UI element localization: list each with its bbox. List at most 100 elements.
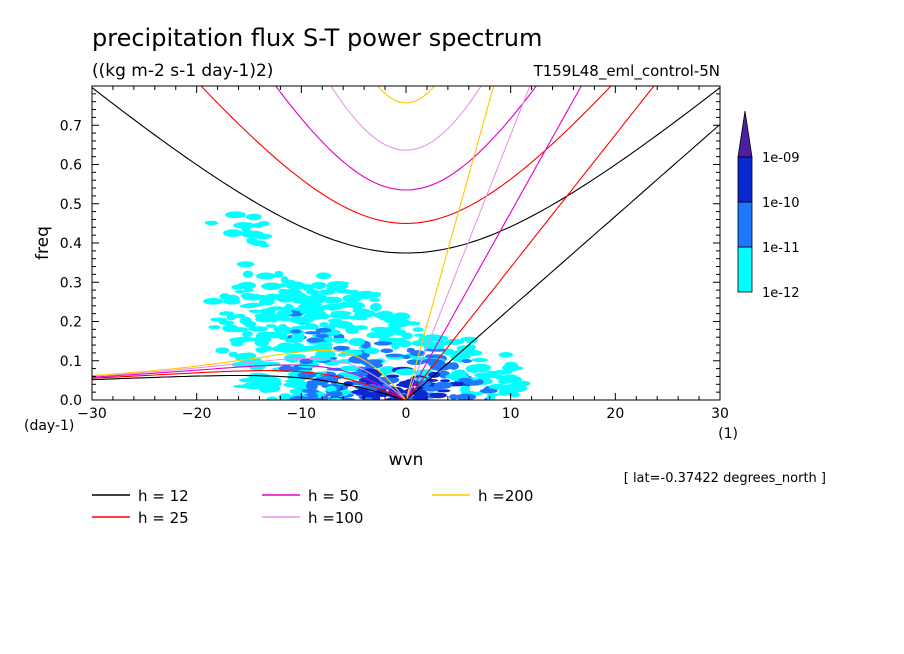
spectrum-blob xyxy=(242,352,257,360)
spectrum-blob xyxy=(319,322,329,328)
spectrum-blob xyxy=(471,357,489,363)
spectrum-blob xyxy=(288,342,305,351)
rossby-curve-h50 xyxy=(92,364,407,400)
spectrum-blob xyxy=(315,327,332,333)
spectrum-blob xyxy=(265,324,277,328)
x-tick-label: −10 xyxy=(287,406,317,422)
spectrum-blob xyxy=(436,389,451,393)
colorbar-segment xyxy=(737,156,753,203)
spectrum-blob xyxy=(341,349,363,357)
y-tick-label: 0.3 xyxy=(60,275,82,291)
spectrum-blob xyxy=(265,331,279,337)
y-axis-label: freq xyxy=(33,226,53,260)
spectrum-blob xyxy=(276,310,293,316)
spectrum-blob xyxy=(488,383,508,391)
spectrum-blob xyxy=(226,314,236,321)
spectrum-blob xyxy=(510,384,528,393)
spectrum-blob xyxy=(437,370,450,377)
spectrum-blob xyxy=(391,341,400,350)
spectrum-blob xyxy=(402,354,411,360)
spectrum-blob xyxy=(298,374,308,378)
spectrum-blob xyxy=(218,320,235,326)
spectrum-blob xyxy=(287,372,298,376)
spectrum-blob xyxy=(329,397,342,400)
spectrum-blob xyxy=(306,380,317,385)
spectrum-blob xyxy=(274,270,284,278)
colorbar-label: 1e-12 xyxy=(762,286,800,301)
kelvin-curve-h25 xyxy=(405,86,655,400)
spectrum-blob xyxy=(288,316,308,323)
spectrum-blob xyxy=(233,384,252,389)
spectrum-blob xyxy=(305,303,323,307)
spectrum-blob xyxy=(351,389,373,395)
y-tick-label: 0.4 xyxy=(60,236,82,252)
spectrum-blob xyxy=(283,382,305,388)
spectrum-blob xyxy=(236,261,255,268)
x-tick-label: −30 xyxy=(77,406,107,422)
legend-label: h = 50 xyxy=(308,487,359,505)
spectrum-blob xyxy=(498,352,513,358)
spectrum-blob xyxy=(472,365,490,373)
x-units-label: (1) xyxy=(718,426,738,442)
spectrum-blob xyxy=(299,358,314,365)
gravity-curve-h50 xyxy=(275,86,537,191)
spectrum-blob xyxy=(332,285,349,289)
spectrum-blob xyxy=(230,340,244,347)
spectrum-blob xyxy=(307,396,319,400)
spectrum-blob xyxy=(370,303,382,312)
spectrum-blob xyxy=(386,374,400,378)
spectrum-blob xyxy=(353,325,368,330)
x-tick-label: −20 xyxy=(182,406,212,422)
spectrum-blob xyxy=(364,347,380,355)
spectrum-blob xyxy=(429,392,447,399)
spectrum-blob xyxy=(311,344,333,352)
spectrum-blob xyxy=(282,288,302,295)
spectrum-blob xyxy=(310,281,327,290)
spectrum-blob xyxy=(291,332,305,341)
spectrum-blob xyxy=(484,374,504,379)
y-units-label: (day-1) xyxy=(24,418,74,434)
spectrum-blob xyxy=(352,338,365,346)
spectrum-blob xyxy=(371,291,382,298)
spectrum-blob xyxy=(352,306,363,312)
spectrum-blob xyxy=(236,336,254,343)
spectrum-blob xyxy=(458,396,467,400)
spectrum-blob xyxy=(237,282,253,289)
spectrum-blob xyxy=(380,348,394,354)
spectrum-blob xyxy=(259,244,270,248)
spectrum-blob xyxy=(409,350,426,357)
spectrum-blob xyxy=(284,354,299,363)
spectrum-blob xyxy=(256,272,276,280)
spectrum-blob xyxy=(255,295,269,299)
spectrum-blob xyxy=(325,331,341,336)
spectrum-blob xyxy=(461,359,472,363)
kelvin-curve-h50 xyxy=(405,86,582,400)
colorbar-label: 1e-11 xyxy=(762,241,800,256)
spectrum-blob xyxy=(215,347,230,354)
spectrum-blob xyxy=(492,370,513,375)
chart-subtitle: ((kg m-2 s-1 day-1)2) xyxy=(92,61,273,81)
spectrum-blob xyxy=(327,318,343,323)
spectrum-blob xyxy=(251,336,272,343)
spectrum-blob xyxy=(498,379,510,385)
colorbar-label: 1e-10 xyxy=(762,196,800,211)
spectrum-blob xyxy=(259,308,276,315)
rossby-curve-h100 xyxy=(92,357,407,400)
kelvin-curve-h12 xyxy=(405,123,720,400)
gravity-curve-h100 xyxy=(330,86,482,151)
spectrum-blob xyxy=(219,293,231,300)
gravity-curve-h12 xyxy=(92,87,720,254)
spectrum-blob xyxy=(272,345,288,352)
y-tick-label: 0.5 xyxy=(60,197,82,213)
spectrum-blob xyxy=(248,326,269,332)
legend: h = 12 h = 25 h = 50 h =100 h =200 xyxy=(92,487,533,527)
dispersion-curves xyxy=(92,86,720,400)
spectrum-blob xyxy=(259,345,274,352)
legend-label: h =100 xyxy=(308,509,363,527)
spectrum-blob xyxy=(505,366,524,371)
spectrum-blob xyxy=(412,327,424,332)
legend-label: h = 12 xyxy=(138,487,189,505)
chart-title: precipitation flux S-T power spectrum xyxy=(92,24,542,52)
spectrum-blob xyxy=(276,295,296,303)
